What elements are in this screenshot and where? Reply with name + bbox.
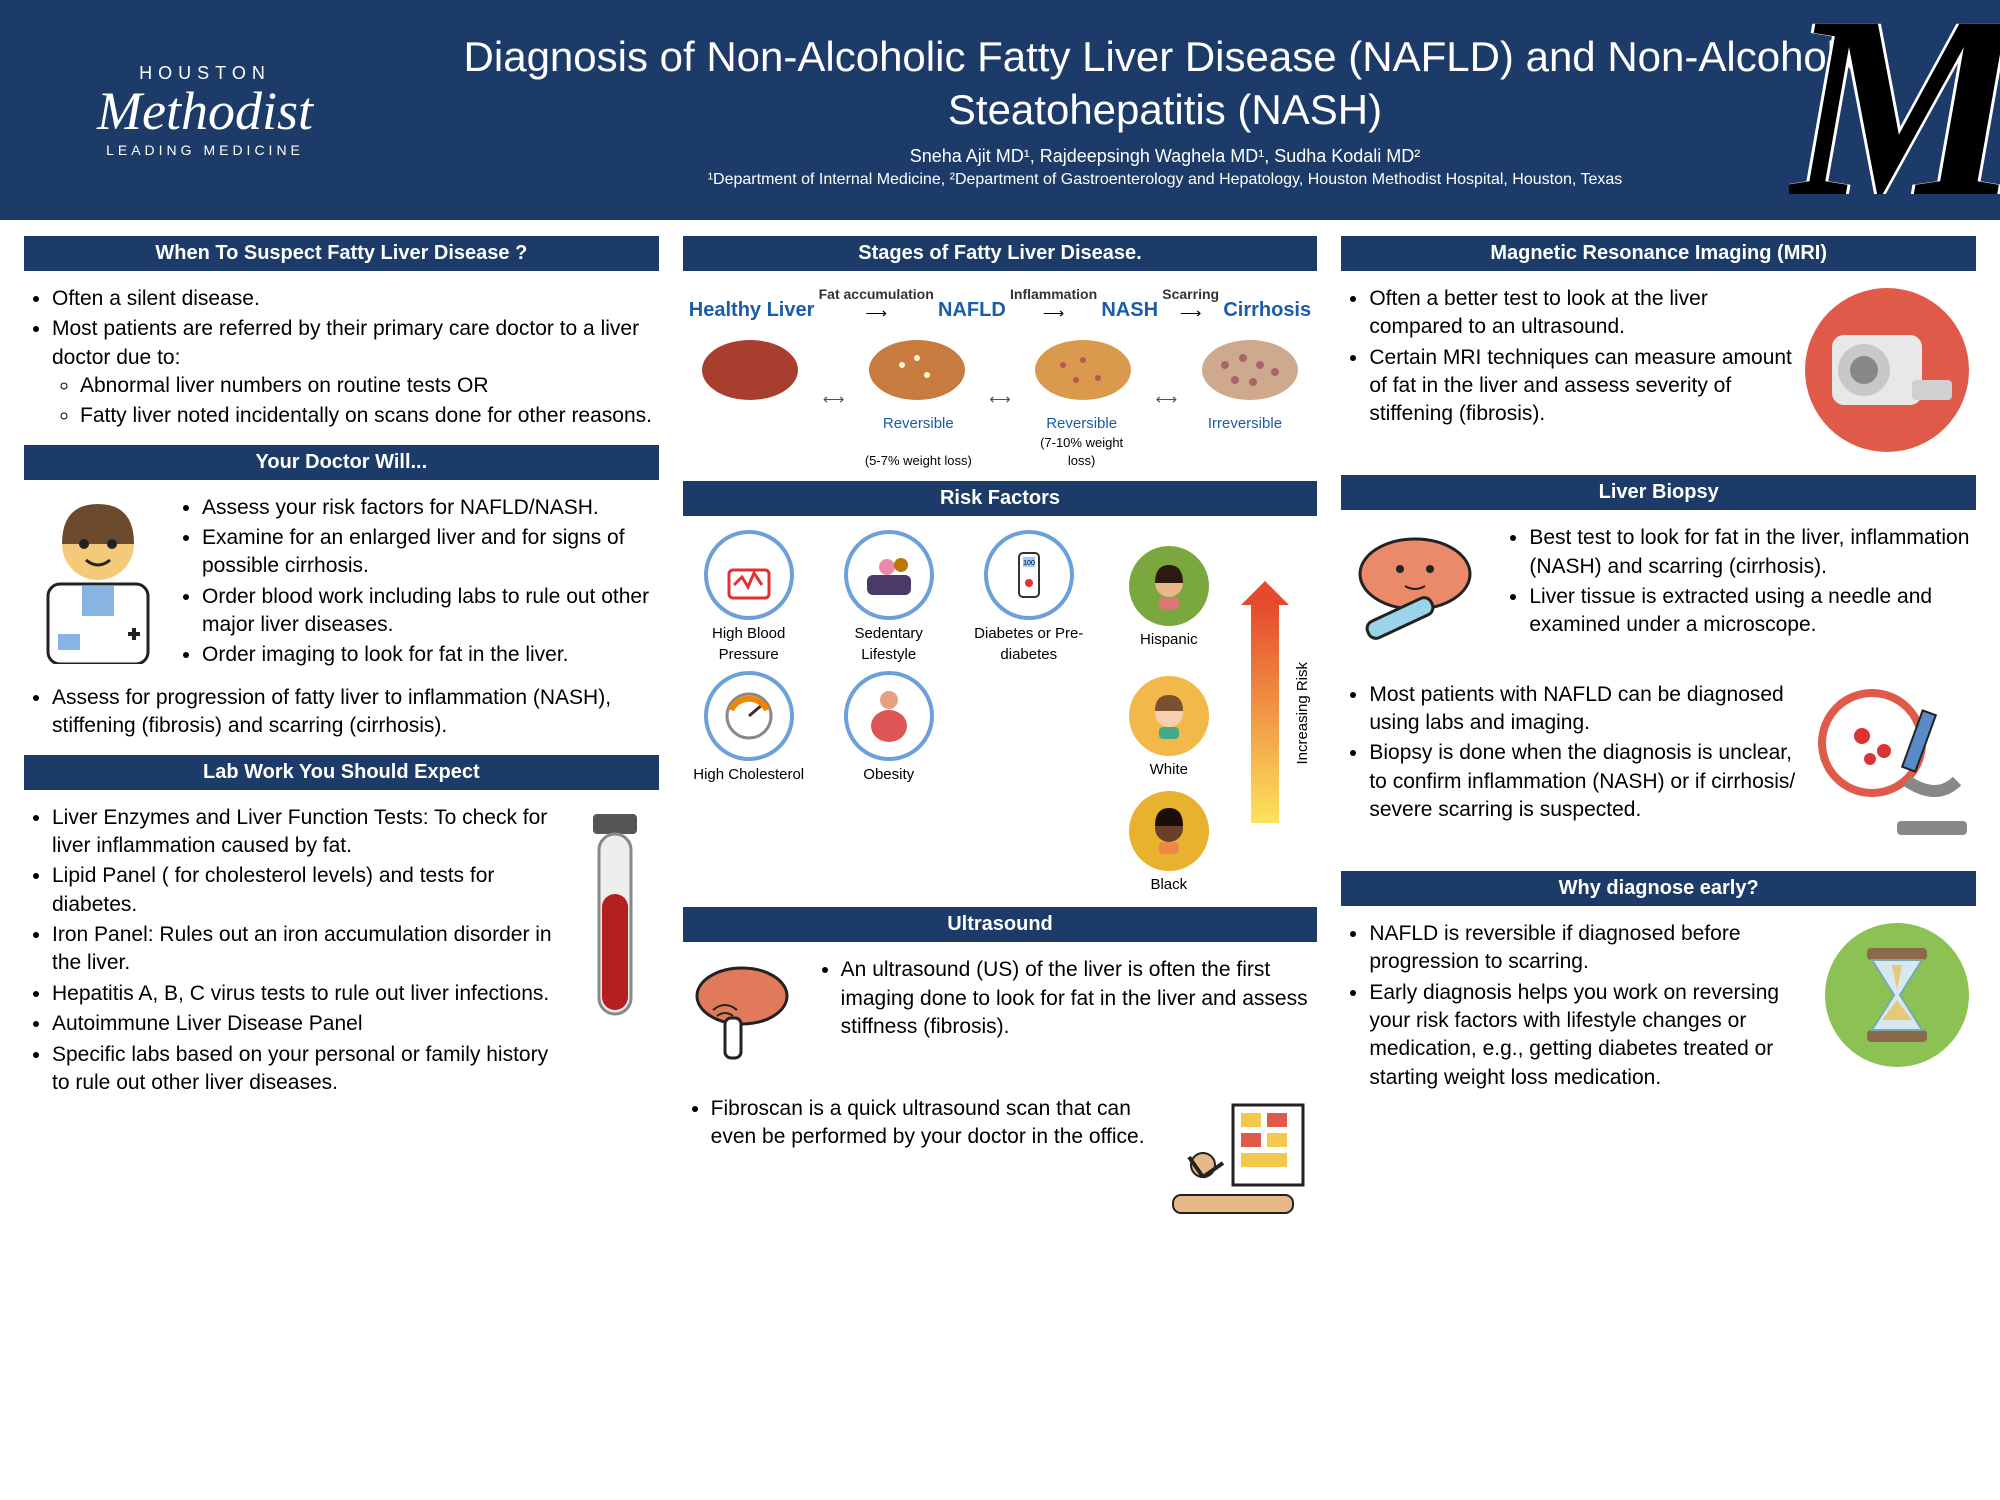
section-header: Liver Biopsy xyxy=(1341,475,1976,510)
sub-bullet: Fatty liver noted incidentally on scans … xyxy=(80,402,655,430)
section-header: Why diagnose early? xyxy=(1341,871,1976,906)
mri-icon xyxy=(1802,285,1972,463)
section-body: Liver Enzymes and Liver Function Tests: … xyxy=(24,798,659,1103)
liver-icon xyxy=(1028,330,1138,410)
bullet: Assess your risk factors for NAFLD/NASH. xyxy=(202,494,655,522)
liver-icon xyxy=(862,330,972,410)
column-middle: Stages of Fatty Liver Disease. Healthy L… xyxy=(683,236,1318,1484)
logo: HOUSTON Methodist LEADING MEDICINE xyxy=(40,63,370,158)
risk-hispanic: Hispanic xyxy=(1107,546,1231,650)
departments: ¹Department of Internal Medicine, ²Depar… xyxy=(370,171,1960,189)
bullet: Lipid Panel ( for cholesterol levels) an… xyxy=(52,862,565,919)
bullet: Most patients with NAFLD can be diagnose… xyxy=(1369,681,1802,738)
column-right: Magnetic Resonance Imaging (MRI) Often a… xyxy=(1341,236,1976,1484)
liver-icon xyxy=(1195,330,1305,410)
section-header: Risk Factors xyxy=(683,481,1318,516)
section-body: Most patients with NAFLD can be diagnose… xyxy=(1341,675,1976,863)
section-body: Best test to look for fat in the liver, … xyxy=(1341,518,1976,666)
section-header: Stages of Fatty Liver Disease. xyxy=(683,236,1318,271)
section-header: Ultrasound xyxy=(683,907,1318,942)
test-tube-icon xyxy=(575,804,655,1052)
section-body: Assess for progression of fatty liver to… xyxy=(24,684,659,747)
section-body: Often a silent disease. Most patients ar… xyxy=(24,279,659,437)
risk-factors: High Blood Pressure Sedentary Lifestyle … xyxy=(683,524,1318,899)
bullet: Often a better test to look at the liver… xyxy=(1369,285,1792,342)
watermark-m-icon: M xyxy=(1789,0,2000,224)
section-header: When To Suspect Fatty Liver Disease ? xyxy=(24,236,659,271)
svg-text:100: 100 xyxy=(1023,560,1035,567)
bullet: Early diagnosis helps you work on revers… xyxy=(1369,979,1812,1092)
risk-black: Black xyxy=(1107,791,1231,895)
poster-title: Diagnosis of Non-Alcoholic Fatty Liver D… xyxy=(370,31,1960,136)
risk-diabetes: 100Diabetes or Pre-diabetes xyxy=(967,530,1091,665)
logo-sub: LEADING MEDICINE xyxy=(40,142,370,158)
risk-gradient-arrow-icon xyxy=(1251,603,1279,823)
risk-sedentary: Sedentary Lifestyle xyxy=(827,530,951,665)
hourglass-icon xyxy=(1822,920,1972,1078)
title-area: Diagnosis of Non-Alcoholic Fatty Liver D… xyxy=(370,31,1960,189)
bullet: Biopsy is done when the diagnosis is unc… xyxy=(1369,739,1802,824)
section-header: Lab Work You Should Expect xyxy=(24,755,659,790)
bullet: Liver tissue is extracted using a needle… xyxy=(1529,583,1972,640)
bullet: Most patients are referred by their prim… xyxy=(52,315,655,430)
bullet: Hepatitis A, B, C virus tests to rule ou… xyxy=(52,980,565,1008)
fibroscan-icon xyxy=(1163,1095,1313,1233)
doctor-icon xyxy=(28,494,168,672)
biopsy-liver-icon xyxy=(1345,524,1495,662)
ultrasound-liver-icon xyxy=(687,956,807,1074)
section-header: Magnetic Resonance Imaging (MRI) xyxy=(1341,236,1976,271)
bullet: Assess for progression of fatty liver to… xyxy=(52,684,655,741)
header: HOUSTON Methodist LEADING MEDICINE Diagn… xyxy=(0,0,2000,220)
bullet: Specific labs based on your personal or … xyxy=(52,1041,565,1098)
risk-obesity: Obesity xyxy=(827,671,951,785)
section-body: Assess your risk factors for NAFLD/NASH.… xyxy=(24,488,659,676)
section-body: Often a better test to look at the liver… xyxy=(1341,279,1976,467)
risk-bp: High Blood Pressure xyxy=(687,530,811,665)
risk-arrow-label: Increasing Risk xyxy=(1293,662,1313,765)
sub-bullet: Abnormal liver numbers on routine tests … xyxy=(80,372,655,400)
bullet: Best test to look for fat in the liver, … xyxy=(1529,524,1972,581)
bullet: Certain MRI techniques can measure amoun… xyxy=(1369,344,1792,429)
bullet: Order blood work including labs to rule … xyxy=(202,583,655,640)
logo-main: Methodist xyxy=(40,84,370,138)
authors: Sneha Ajit MD¹, Rajdeepsingh Waghela MD¹… xyxy=(370,146,1960,167)
bullet: Fibroscan is a quick ultrasound scan tha… xyxy=(711,1095,1154,1152)
liver-icon xyxy=(695,330,805,410)
bullet: An ultrasound (US) of the liver is often… xyxy=(841,956,1314,1041)
bullet: Liver Enzymes and Liver Function Tests: … xyxy=(52,804,565,861)
microscope-icon xyxy=(1812,681,1972,859)
bullet: NAFLD is reversible if diagnosed before … xyxy=(1369,920,1812,977)
bullet: Iron Panel: Rules out an iron accumulati… xyxy=(52,921,565,978)
bullet: Examine for an enlarged liver and for si… xyxy=(202,524,655,581)
section-header: Your Doctor Will... xyxy=(24,445,659,480)
bullet: Order imaging to look for fat in the liv… xyxy=(202,641,655,669)
content: When To Suspect Fatty Liver Disease ? Of… xyxy=(0,220,2000,1500)
bullet: Autoimmune Liver Disease Panel xyxy=(52,1010,565,1038)
bullet: Often a silent disease. xyxy=(52,285,655,313)
section-body: NAFLD is reversible if diagnosed before … xyxy=(1341,914,1976,1098)
risk-white: White xyxy=(1107,676,1231,780)
stages-diagram: Healthy Liver Fat accumulation⟶ NAFLD In… xyxy=(683,279,1318,473)
column-left: When To Suspect Fatty Liver Disease ? Of… xyxy=(24,236,659,1484)
risk-cholesterol: High Cholesterol xyxy=(687,671,811,785)
section-body: An ultrasound (US) of the liver is often… xyxy=(683,950,1318,1237)
